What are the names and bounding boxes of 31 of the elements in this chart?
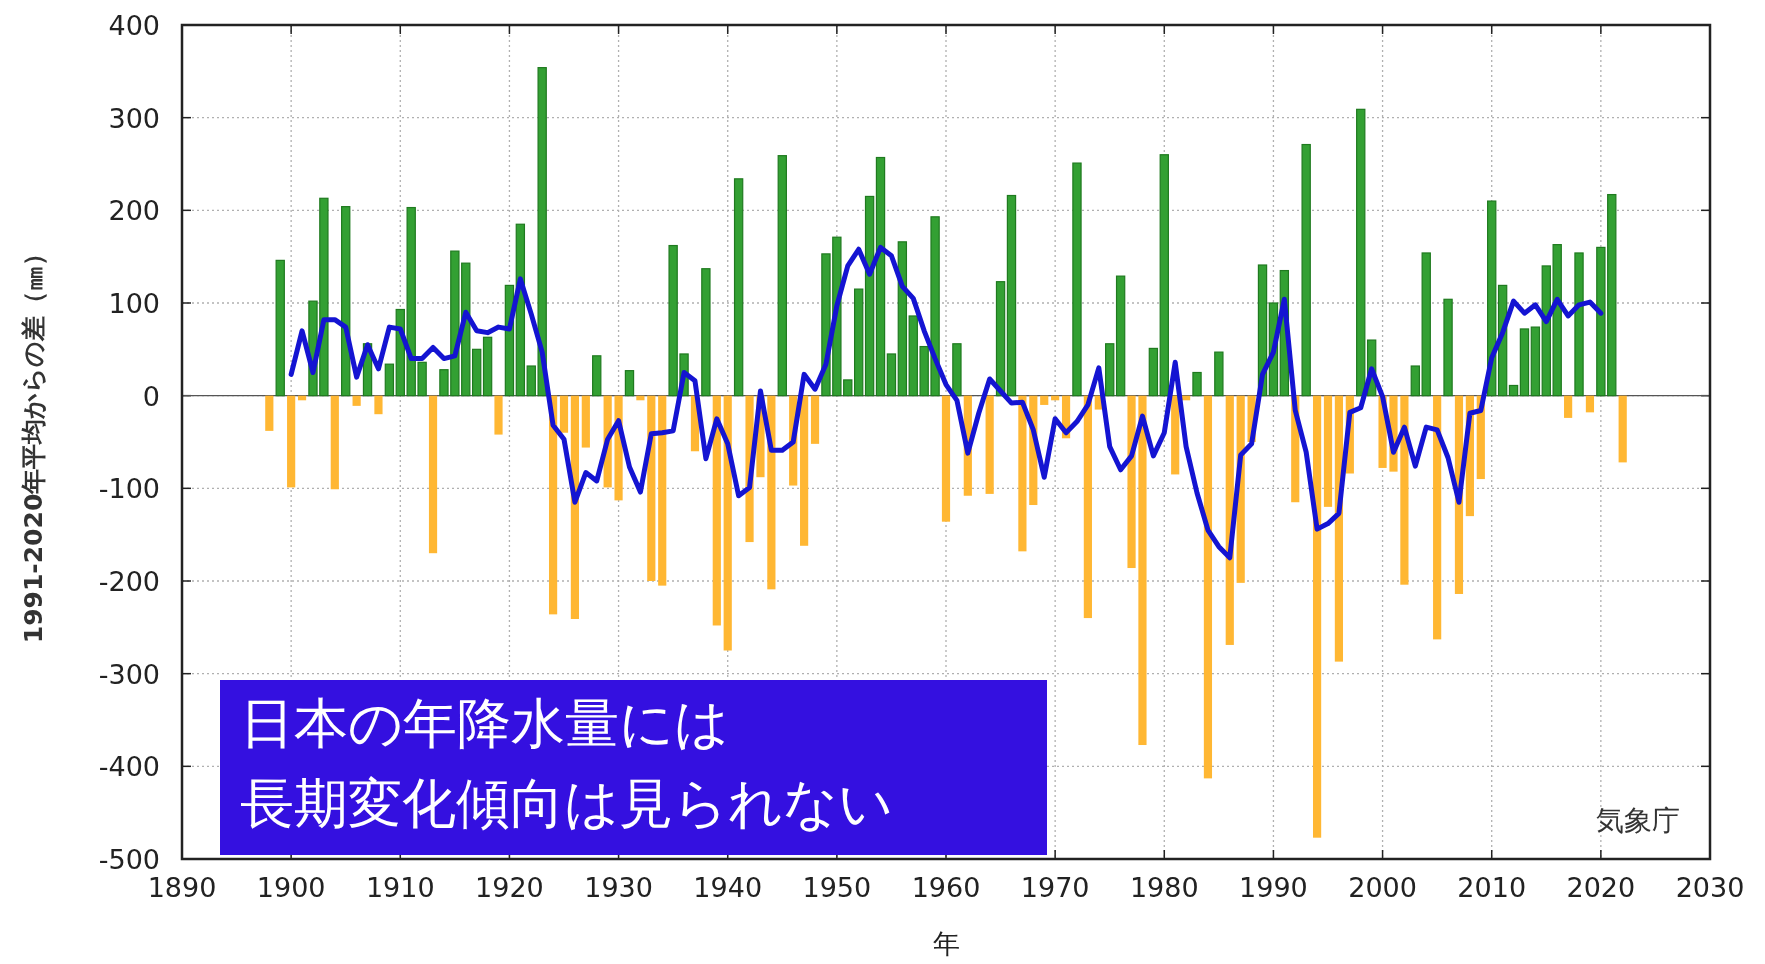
annotation: 気象庁 [1596, 804, 1680, 837]
y-axis-title: 1991-2020年平均からの差（㎜） [19, 240, 48, 644]
y-tick-label: 400 [108, 10, 160, 41]
x-tick-label: 1950 [802, 872, 872, 903]
x-tick-label: 2010 [1457, 872, 1527, 903]
x-tick-label: 1980 [1129, 872, 1199, 903]
y-tick-label: 200 [108, 195, 160, 227]
y-tick-label: 100 [108, 288, 160, 319]
x-tick-label: 1920 [475, 872, 544, 903]
x-tick-label: 1900 [256, 872, 326, 903]
y-tick-label: 300 [108, 102, 160, 134]
x-tick-label: 1910 [365, 872, 435, 903]
y-tick-label: -300 [98, 658, 160, 690]
x-tick-label: 2020 [1566, 872, 1636, 903]
x-axis-title: 年 [932, 928, 960, 959]
y-tick-label: 0 [142, 380, 160, 412]
y-tick-label: -500 [98, 844, 160, 875]
x-tick-label: 2000 [1348, 872, 1417, 903]
y-tick-label: -100 [98, 473, 160, 505]
x-tick-label: 2030 [1675, 872, 1745, 903]
y-tick-label: -200 [98, 566, 160, 597]
note-box: 日本の年降水量には 長期変化傾向は見られない [220, 680, 1047, 855]
annotation: 日本の年降水量には [240, 692, 729, 755]
x-tick-label: 1940 [693, 872, 763, 903]
y-tick-label: -400 [98, 751, 160, 783]
x-tick-label: 1990 [1239, 872, 1308, 903]
x-tick-label: 1970 [1020, 872, 1090, 903]
x-tick-label: 1960 [911, 872, 981, 903]
x-tick-label: 1930 [584, 872, 653, 903]
x-tick-label: 1890 [147, 872, 217, 903]
annotation: 長期変化傾向は見られない [240, 772, 893, 835]
